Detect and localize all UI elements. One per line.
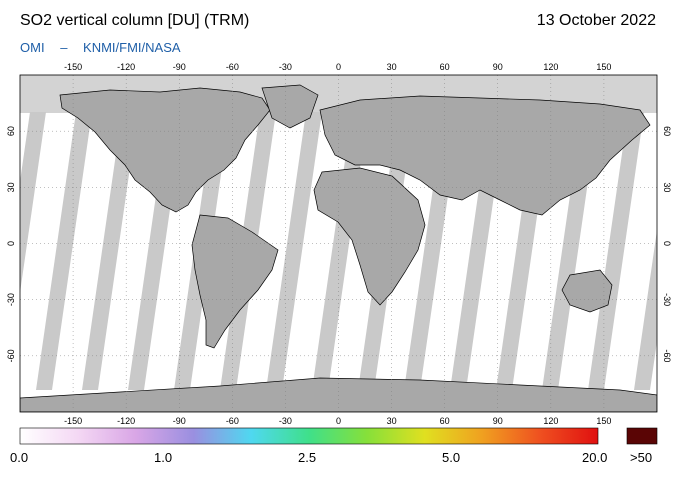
swath-gap-2 bbox=[82, 112, 138, 390]
lat-tick-left-4: -60 bbox=[6, 349, 16, 362]
lon-tick-top-5: 0 bbox=[336, 62, 341, 72]
lon-tick-top-7: 60 bbox=[440, 62, 450, 72]
lon-tick-bottom-5: 0 bbox=[336, 416, 341, 426]
africa-land bbox=[313, 167, 426, 306]
colorbar-label-1: 1.0 bbox=[154, 450, 173, 465]
lon-tick-bottom-9: 120 bbox=[543, 416, 558, 426]
lon-tick-top-9: 120 bbox=[543, 62, 558, 72]
land-masses bbox=[20, 84, 657, 412]
lon-tick-bottom-7: 60 bbox=[440, 416, 450, 426]
lon-tick-top-8: 90 bbox=[493, 62, 503, 72]
map-date: 13 October 2022 bbox=[536, 12, 656, 29]
lon-tick-top-2: -90 bbox=[173, 62, 186, 72]
lon-ticks-bottom: -150 -120 -90 -60 -30 0 30 60 90 120 150 bbox=[64, 416, 611, 426]
lon-tick-bottom-6: 30 bbox=[387, 416, 397, 426]
swath-gap-6 bbox=[266, 112, 322, 390]
lat-tick-right-2: 0 bbox=[662, 241, 672, 246]
colorbar-label-0: 0.0 bbox=[10, 450, 29, 465]
lon-tick-top-1: -120 bbox=[117, 62, 135, 72]
lon-tick-top-10: 150 bbox=[596, 62, 611, 72]
credit-instrument: OMI bbox=[20, 40, 45, 55]
graticule bbox=[20, 75, 657, 412]
credit-agencies: KNMI/FMI/NASA bbox=[83, 40, 181, 55]
map-frame bbox=[19, 74, 658, 413]
colorbar bbox=[19, 427, 599, 445]
lon-tick-bottom-1: -120 bbox=[117, 416, 135, 426]
lon-tick-bottom-2: -90 bbox=[173, 416, 186, 426]
swath-gap-0 bbox=[20, 112, 46, 293]
swath-gap-13 bbox=[588, 112, 644, 390]
lat-tick-right-3: -30 bbox=[662, 293, 672, 306]
lat-ticks-left: 60 30 0 -30 -60 bbox=[6, 126, 16, 362]
colorbar-label-3: 5.0 bbox=[442, 450, 461, 465]
australia-land bbox=[561, 269, 613, 313]
lon-tick-top-4: -30 bbox=[279, 62, 292, 72]
credit-line: OMI – KNMI/FMI/NASA bbox=[20, 40, 193, 55]
lon-tick-bottom-10: 150 bbox=[596, 416, 611, 426]
lat-tick-right-1: 30 bbox=[662, 182, 672, 192]
swath-gap-14 bbox=[634, 230, 657, 390]
map-title: SO2 vertical column [DU] (TRM) bbox=[20, 12, 250, 29]
lat-tick-left-2: 0 bbox=[6, 241, 16, 246]
north-america-land bbox=[59, 87, 271, 213]
lon-tick-bottom-3: -60 bbox=[226, 416, 239, 426]
lon-tick-top-3: -60 bbox=[226, 62, 239, 72]
lat-tick-left-3: -30 bbox=[6, 293, 16, 306]
lon-tick-bottom-0: -150 bbox=[64, 416, 82, 426]
lat-tick-right-4: -60 bbox=[662, 349, 672, 362]
colorbar-label-5: >50 bbox=[630, 450, 653, 465]
lat-tick-left-1: 30 bbox=[6, 182, 16, 192]
credit-separator: – bbox=[60, 40, 68, 55]
lon-ticks-top: -150 -120 -90 -60 -30 0 30 60 90 120 150 bbox=[64, 62, 611, 72]
south-america-land bbox=[191, 214, 279, 349]
lon-tick-bottom-4: -30 bbox=[279, 416, 292, 426]
colorbar-label-4: 20.0 bbox=[582, 450, 608, 465]
lat-tick-left-0: 60 bbox=[6, 126, 16, 136]
lat-tick-right-0: 60 bbox=[662, 126, 672, 136]
lon-tick-top-0: -150 bbox=[64, 62, 82, 72]
greenland-land bbox=[261, 84, 319, 129]
colorbar-label-2: 2.5 bbox=[298, 450, 317, 465]
lon-tick-bottom-8: 90 bbox=[493, 416, 503, 426]
colorbar-overflow-swatch bbox=[626, 427, 658, 445]
lon-tick-top-6: 30 bbox=[387, 62, 397, 72]
lat-ticks-right: 60 30 0 -30 -60 bbox=[662, 126, 672, 362]
swath-gap-1 bbox=[36, 112, 92, 390]
map-area bbox=[20, 75, 657, 412]
